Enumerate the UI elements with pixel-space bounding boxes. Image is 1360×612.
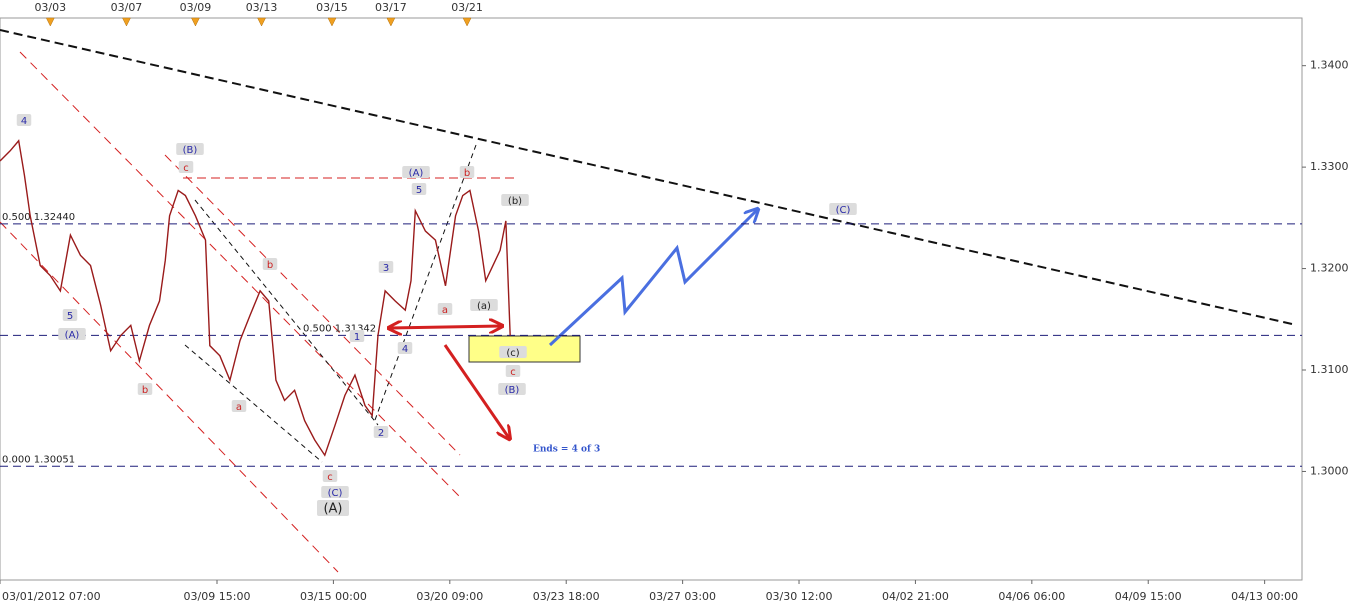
top-marker — [327, 17, 337, 27]
channel-line — [194, 199, 379, 426]
top-marker — [462, 17, 472, 27]
wave-label-box — [499, 346, 527, 358]
x2-tick-label: 03/03 — [34, 1, 66, 14]
wave-label: a — [442, 305, 448, 316]
x2-tick-label: 03/21 — [451, 1, 483, 14]
x2-tick-label: 03/13 — [246, 1, 278, 14]
note: Ends = 4 of 3 — [533, 445, 600, 455]
wave-label: 4 — [21, 116, 27, 127]
wave-label-box — [16, 114, 32, 126]
wave-label-box — [397, 342, 413, 354]
wave-label-box — [378, 261, 394, 273]
wave-label-box — [58, 328, 86, 340]
wave-label: (C) — [328, 488, 343, 499]
price-line — [0, 139, 511, 457]
wave-label-box — [498, 383, 526, 395]
wave-label-box — [137, 383, 153, 395]
wave-label: c — [510, 367, 516, 378]
x-tick-label: 03/09 15:00 — [184, 590, 251, 603]
x2-tick-label: 03/15 — [316, 1, 348, 14]
x-tick-label: 03/20 09:00 — [416, 590, 483, 603]
wave-label: c — [327, 472, 333, 483]
top-marker — [191, 17, 200, 27]
wave-label: (C) — [836, 205, 851, 216]
wave-label: b — [142, 385, 148, 396]
wave-label: b — [267, 260, 273, 271]
wave-label: (A) — [65, 330, 80, 341]
wave-label-box — [459, 166, 475, 178]
wave-label: (A) — [323, 502, 342, 517]
channel-line — [184, 344, 323, 463]
x2-tick-label: 03/17 — [375, 1, 407, 14]
y-tick-label: 1.3100 — [1310, 363, 1349, 376]
x-tick-label: 04/02 21:00 — [882, 590, 949, 603]
wave-label: 3 — [383, 263, 389, 274]
wave-label-box — [470, 299, 498, 311]
y-tick-label: 1.3300 — [1310, 160, 1349, 173]
projection-arrow — [548, 210, 757, 347]
wave-label: a — [236, 402, 242, 413]
y-tick-label: 1.3200 — [1310, 262, 1349, 275]
channel-line — [164, 154, 461, 456]
wave-label-box — [317, 500, 349, 516]
x2-tick-label: 03/07 — [111, 1, 143, 14]
channel-line — [0, 221, 339, 573]
wave-label: (B) — [505, 385, 520, 396]
wave-label-box — [178, 161, 194, 173]
x-tick-label: 04/09 15:00 — [1115, 590, 1182, 603]
wave-label: 1 — [354, 332, 360, 343]
wave-label: 5 — [67, 311, 73, 322]
y-tick-label: 1.3400 — [1310, 59, 1349, 72]
y-tick-label: 1.3000 — [1310, 464, 1349, 477]
x-tick-label: 04/06 06:00 — [998, 590, 1065, 603]
arrow — [443, 344, 509, 438]
x-tick-label: 03/30 12:00 — [766, 590, 833, 603]
fib-level-label: 0.500 1.32440 — [2, 212, 75, 223]
x-tick-label: 04/13 00:00 — [1231, 590, 1298, 603]
wave-label: c — [183, 163, 189, 174]
wave-label: 4 — [402, 344, 408, 355]
top-marker — [257, 17, 266, 27]
plot-area — [0, 17, 1303, 581]
wave-label-box — [62, 309, 78, 321]
wave-label-box — [505, 365, 521, 377]
fib-level-label: 0.500 1.31342 — [303, 323, 376, 334]
wave-label-box — [501, 194, 529, 206]
wave-label: 5 — [416, 185, 422, 196]
wave-label: (A) — [409, 168, 424, 179]
top-marker — [386, 17, 396, 27]
trend-line — [0, 29, 1293, 325]
wave-label: b — [464, 168, 470, 179]
wave-label-box — [231, 400, 247, 412]
wave-label-box — [373, 426, 389, 438]
wave-label-box — [322, 470, 338, 482]
wave-label-box — [402, 166, 430, 178]
x-tick-label: 03/15 00:00 — [300, 590, 367, 603]
top-marker — [122, 17, 131, 27]
x-tick-label: 03/01/2012 07:00 — [2, 590, 101, 603]
wave-label: 2 — [378, 428, 384, 439]
wave-label-box — [262, 258, 278, 270]
wave-label: (b) — [508, 196, 522, 207]
x-tick-label: 03/27 03:00 — [649, 590, 716, 603]
fib-level-label: 0.000 1.30051 — [2, 454, 75, 465]
wave-label: (a) — [477, 301, 491, 312]
wave-label-box — [321, 486, 349, 498]
trend-line — [374, 144, 477, 421]
wave-label-box — [829, 203, 857, 215]
wave-label-box — [437, 303, 453, 315]
wave-label-box — [411, 183, 427, 195]
arrow — [390, 326, 501, 328]
x-tick-label: 03/23 18:00 — [533, 590, 600, 603]
x2-tick-label: 03/09 — [180, 1, 212, 14]
wave-label-box — [176, 143, 204, 155]
wave-label-box — [349, 330, 365, 342]
wave-label: (c) — [506, 348, 519, 359]
wave-label: (B) — [183, 145, 198, 156]
top-marker — [45, 17, 55, 27]
